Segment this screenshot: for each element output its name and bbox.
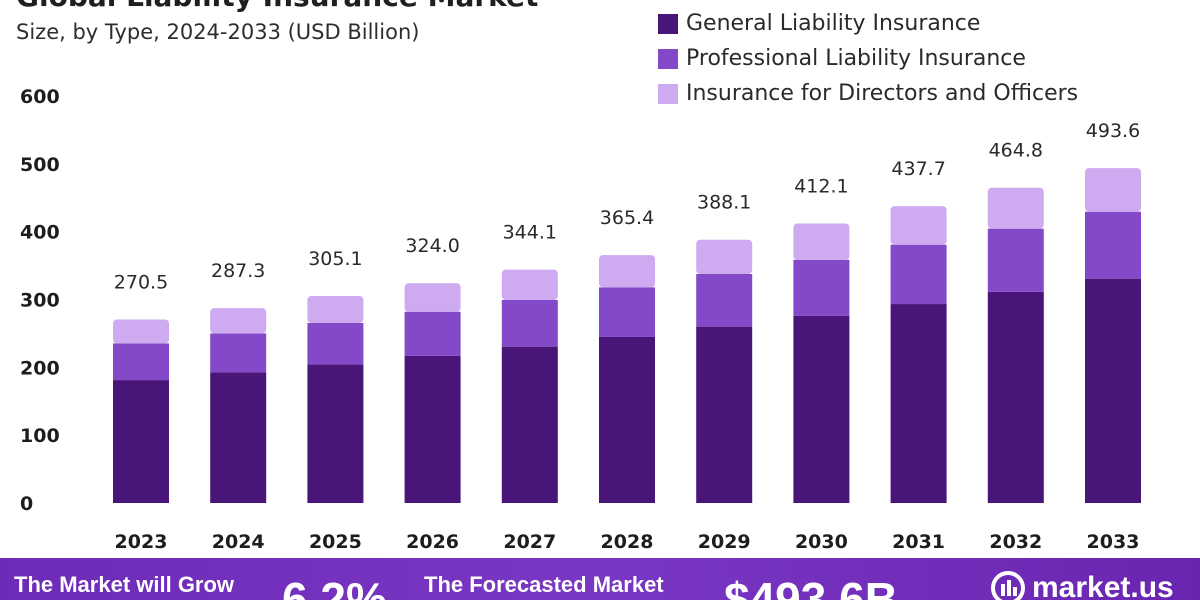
x-tick-label: 2028 [601, 531, 654, 553]
total-label: 287.3 [211, 260, 265, 282]
x-tick-label: 2029 [698, 531, 751, 553]
bar-directors-officers-2030 [793, 223, 850, 260]
total-label: 365.4 [600, 207, 654, 229]
total-label: 324.0 [405, 235, 459, 257]
y-tick-label: 200 [20, 357, 60, 379]
y-axis: 0 100 200 300 400 500 600 [20, 86, 60, 515]
x-tick-label: 2030 [795, 531, 848, 553]
bar-professional-liability-2023 [113, 343, 169, 381]
stacked-bar-chart: 0 100 200 300 400 500 600 2023 2024 2025 2026 2027… [20, 86, 1141, 553]
y-tick-label: 600 [20, 86, 60, 108]
chart-subtitle: Size, by Type, 2024-2033 (USD Billion) [16, 20, 420, 44]
bar-directors-officers-2028 [599, 255, 655, 288]
footer-banner: The Market will Grow 6.2% The Forecasted… [0, 558, 1200, 600]
y-tick-label: 0 [20, 493, 33, 515]
total-label: 388.1 [697, 192, 751, 214]
y-tick-label: 400 [20, 222, 60, 244]
bar-general-liability-2029 [696, 326, 753, 503]
legend-swatch-directors-officers [658, 83, 678, 104]
total-label: 344.1 [503, 222, 557, 244]
x-axis: 2023 2024 2025 2026 2027 2028 2029 2030 2031 2032… [115, 531, 1140, 553]
legend-label-general-liability: General Liability Insurance [686, 11, 981, 36]
bar-professional-liability-2033 [1085, 211, 1141, 279]
x-tick-label: 2031 [892, 531, 945, 553]
bar-general-liability-2024 [210, 372, 267, 503]
bar-general-liability-2025 [307, 364, 364, 503]
forecast-value: $493.6B [724, 573, 898, 600]
market-us-logo-icon [991, 571, 1025, 600]
legend-label-professional-liability: Professional Liability Insurance [686, 46, 1026, 71]
bar-directors-officers-2024 [210, 308, 267, 334]
bars [113, 168, 1141, 503]
legend-swatch-professional-liability [658, 48, 678, 69]
x-tick-label: 2027 [503, 531, 556, 553]
bar-directors-officers-2026 [404, 283, 461, 312]
x-tick-label: 2024 [212, 531, 265, 553]
bar-professional-liability-2025 [307, 322, 364, 365]
x-tick-label: 2023 [115, 531, 168, 553]
y-tick-label: 500 [20, 154, 60, 176]
legend-item-general-liability: General Liability Insurance [658, 6, 1078, 41]
bar-directors-officers-2032 [987, 187, 1044, 229]
bar-directors-officers-2029 [696, 239, 753, 274]
chart-title: Global Liability Insurance Market [16, 0, 538, 13]
cagr-value: 6.2% [282, 573, 387, 600]
bar-general-liability-2032 [987, 291, 1044, 503]
bar-directors-officers-2027 [501, 269, 558, 300]
y-tick-label: 100 [20, 425, 60, 447]
bar-professional-liability-2029 [696, 273, 753, 327]
bar-professional-liability-2032 [987, 228, 1044, 292]
x-tick-label: 2032 [989, 531, 1042, 553]
x-tick-label: 2033 [1087, 531, 1140, 553]
bar-general-liability-2023 [113, 380, 169, 503]
bar-professional-liability-2028 [599, 287, 655, 337]
bar-general-liability-2027 [501, 346, 558, 503]
x-tick-label: 2025 [309, 531, 362, 553]
bar-professional-liability-2024 [210, 333, 267, 373]
bar-general-liability-2033 [1085, 278, 1141, 503]
bar-general-liability-2026 [404, 355, 461, 503]
x-tick-label: 2026 [406, 531, 459, 553]
total-label: 305.1 [308, 248, 362, 270]
bar-professional-liability-2026 [404, 311, 461, 356]
data-labels: 270.5 287.3 305.1 324.0 344.1 365.4 388.1 412.1… [114, 120, 1140, 293]
y-tick-label: 300 [20, 290, 60, 312]
bar-professional-liability-2031 [890, 244, 947, 305]
total-label: 464.8 [989, 140, 1043, 162]
legend-label-directors-officers: Insurance for Directors and Officers [686, 81, 1079, 106]
bar-professional-liability-2027 [501, 299, 558, 347]
grow-label: The Market will Grow [14, 572, 235, 597]
legend-swatch-general-liability [658, 13, 678, 34]
legend-item-professional-liability: Professional Liability Insurance [658, 41, 1078, 76]
bar-general-liability-2031 [890, 304, 947, 503]
bar-general-liability-2030 [793, 315, 850, 503]
brand-logo: market.us [990, 570, 1174, 600]
bar-professional-liability-2030 [793, 259, 850, 316]
total-label: 437.7 [891, 158, 945, 180]
brand-text: market.us [1032, 571, 1174, 600]
forecast-label: The Forecasted Market [424, 572, 664, 597]
bar-directors-officers-2023 [113, 319, 169, 344]
bar-directors-officers-2031 [890, 206, 947, 245]
bar-directors-officers-2033 [1085, 168, 1141, 212]
bar-general-liability-2028 [599, 336, 655, 503]
legend: General Liability Insurance Professional… [658, 6, 1078, 111]
bar-directors-officers-2025 [307, 296, 364, 323]
total-label: 412.1 [794, 175, 848, 197]
legend-item-directors-officers: Insurance for Directors and Officers [658, 76, 1078, 111]
total-label: 270.5 [114, 272, 168, 294]
total-label: 493.6 [1086, 120, 1140, 142]
